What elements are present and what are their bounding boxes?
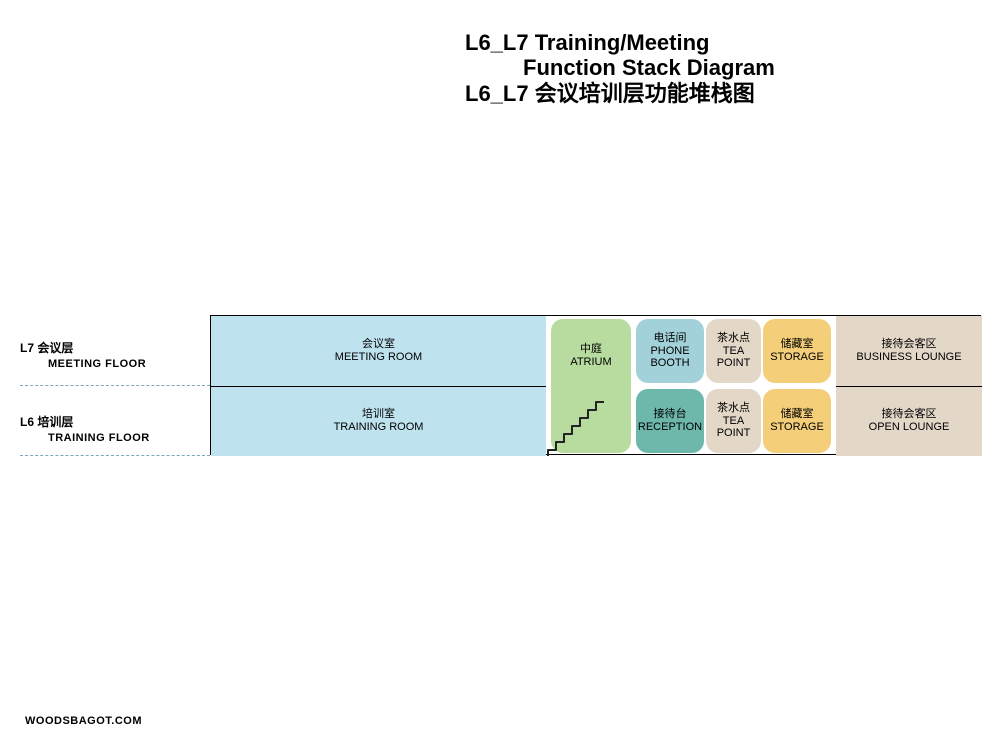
l6-storage: 储藏室 STORAGE (763, 389, 831, 453)
stairs-icon (546, 398, 606, 458)
l6-lounge-en: OPEN LOUNGE (869, 421, 950, 434)
l7-lounge-zh: 接待会客区 (882, 338, 937, 351)
l6-open-lounge: 接待会客区 OPEN LOUNGE (836, 386, 982, 456)
l6-recep-zh: 接待台 (654, 408, 687, 421)
atrium-zh: 中庭 (580, 343, 602, 356)
l6-label-en: TRAINING FLOOR (48, 432, 150, 444)
l6-training-zh: 培训室 (362, 408, 395, 421)
l6-tea-zh: 茶水点 (717, 402, 750, 415)
row-divider-right (836, 386, 982, 387)
footer-brand: WOODSBAGOT.COM (25, 715, 142, 727)
l6-tea-point: 茶水点 TEA POINT (706, 389, 761, 453)
l6-label-zh: L6 培训层 (20, 413, 73, 430)
l7-meeting-room: 会议室 MEETING ROOM (211, 316, 546, 386)
l7-label-en: MEETING FLOOR (48, 358, 146, 370)
l7-phone-zh: 电话间 (654, 332, 687, 345)
l7-phone-booth: 电话间 PHONE BOOTH (636, 319, 704, 383)
l7-phone-en: PHONE BOOTH (636, 345, 704, 370)
guide-l6 (20, 455, 210, 456)
atrium-en: ATRIUM (570, 356, 611, 369)
l6-training-room: 培训室 TRAINING ROOM (211, 386, 546, 456)
l7-tea-point: 茶水点 TEA POINT (706, 319, 761, 383)
l7-meeting-zh: 会议室 (362, 338, 395, 351)
title-en-line1: L6_L7 Training/Meeting (465, 30, 775, 55)
l7-store-zh: 储藏室 (781, 338, 814, 351)
l7-tea-zh: 茶水点 (717, 332, 750, 345)
l6-training-en: TRAINING ROOM (334, 421, 424, 434)
l7-tea-en: TEA POINT (706, 345, 761, 370)
l6-reception: 接待台 RECEPTION (636, 389, 704, 453)
title-block: L6_L7 Training/Meeting Function Stack Di… (465, 30, 775, 107)
l6-lounge-zh: 接待会客区 (882, 408, 937, 421)
title-zh: L6_L7 会议培训层功能堆栈图 (465, 81, 775, 107)
l7-store-en: STORAGE (770, 351, 824, 364)
l7-label-zh: L7 会议层 (20, 339, 73, 356)
title-en-line2: Function Stack Diagram (465, 55, 775, 80)
l6-recep-en: RECEPTION (638, 421, 702, 434)
l6-store-en: STORAGE (770, 421, 824, 434)
l7-meeting-en: MEETING ROOM (335, 351, 422, 364)
row-divider-left (211, 386, 546, 387)
guide-l7 (20, 385, 210, 386)
l7-business-lounge: 接待会客区 BUSINESS LOUNGE (836, 316, 982, 386)
l7-lounge-en: BUSINESS LOUNGE (856, 351, 961, 364)
l7-storage: 储藏室 STORAGE (763, 319, 831, 383)
l6-tea-en: TEA POINT (706, 415, 761, 440)
l6-store-zh: 储藏室 (781, 408, 814, 421)
stack-diagram: 会议室 MEETING ROOM 培训室 TRAINING ROOM 中庭 AT… (210, 315, 981, 455)
